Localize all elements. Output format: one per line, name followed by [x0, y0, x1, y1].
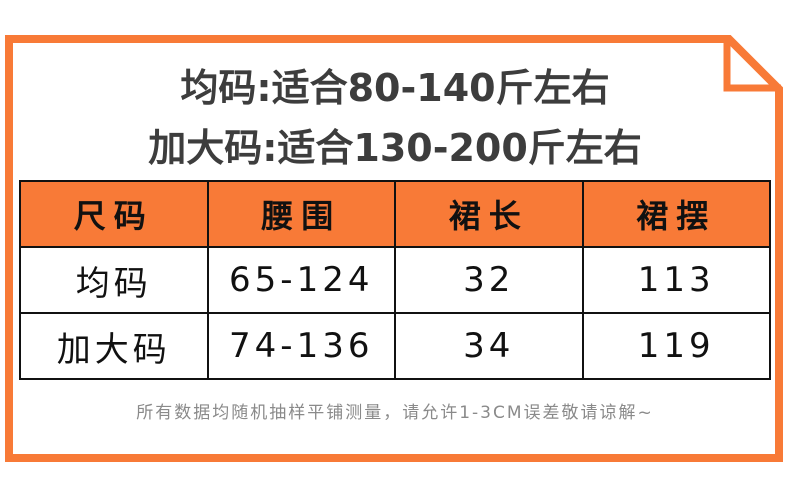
- header-size: 尺码: [19, 180, 209, 248]
- cell-size: 均码: [19, 246, 209, 314]
- table-row: 加大码 74-136 34 119: [19, 312, 771, 380]
- plus-size-fit-title: 加大码:适合130-200斤左右: [148, 126, 642, 170]
- cell-hem: 113: [581, 246, 771, 314]
- cell-hem: 119: [581, 312, 771, 380]
- header-waist: 腰围: [206, 180, 396, 248]
- cell-waist: 74-136: [206, 312, 396, 380]
- one-size-fit-title: 均码:适合80-140斤左右: [180, 66, 610, 110]
- measurement-note: 所有数据均随机抽样平铺测量，请允许1-3CM误差敬请谅解~: [136, 403, 654, 423]
- size-table: 尺码 腰围 裙长 裙摆 均码 65-124 32 113 加大码 74-136 …: [19, 180, 771, 380]
- table-header-row: 尺码 腰围 裙长 裙摆: [19, 180, 771, 248]
- cell-size: 加大码: [19, 312, 209, 380]
- header-hem: 裙摆: [581, 180, 771, 248]
- cell-skirt-length: 34: [394, 312, 584, 380]
- cell-skirt-length: 32: [394, 246, 584, 314]
- folded-corner: [723, 39, 781, 92]
- frame-border: [5, 35, 783, 462]
- table-row: 均码 65-124 32 113: [19, 246, 771, 314]
- header-skirt-length: 裙长: [394, 180, 584, 248]
- cell-waist: 65-124: [206, 246, 396, 314]
